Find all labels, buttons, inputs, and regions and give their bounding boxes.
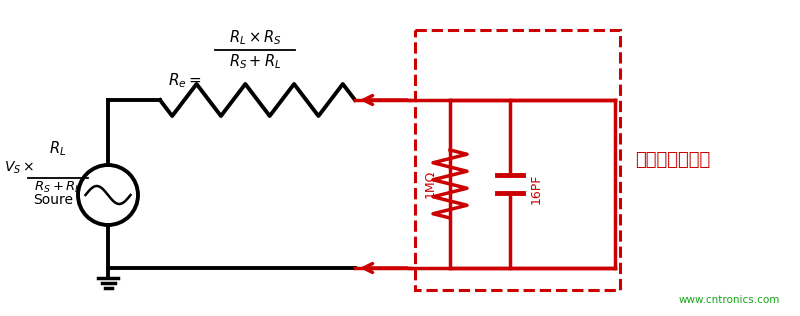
Text: 1MΩ: 1MΩ <box>423 170 437 198</box>
Text: 16PF: 16PF <box>530 174 543 204</box>
Bar <box>415 30 620 290</box>
Text: $V_S\times$: $V_S\times$ <box>4 160 34 176</box>
Text: $R_S + R_L$: $R_S + R_L$ <box>229 52 281 71</box>
Text: www.cntronics.com: www.cntronics.com <box>678 295 780 305</box>
Text: Soure: Soure <box>33 193 73 207</box>
Text: $R_L$: $R_L$ <box>50 139 66 158</box>
Text: $R_e=$: $R_e=$ <box>168 71 202 90</box>
Text: 示波器等效模型: 示波器等效模型 <box>635 151 710 169</box>
Text: $R_S+R_L$: $R_S+R_L$ <box>34 180 82 195</box>
Text: $R_L \times R_S$: $R_L \times R_S$ <box>229 28 282 47</box>
